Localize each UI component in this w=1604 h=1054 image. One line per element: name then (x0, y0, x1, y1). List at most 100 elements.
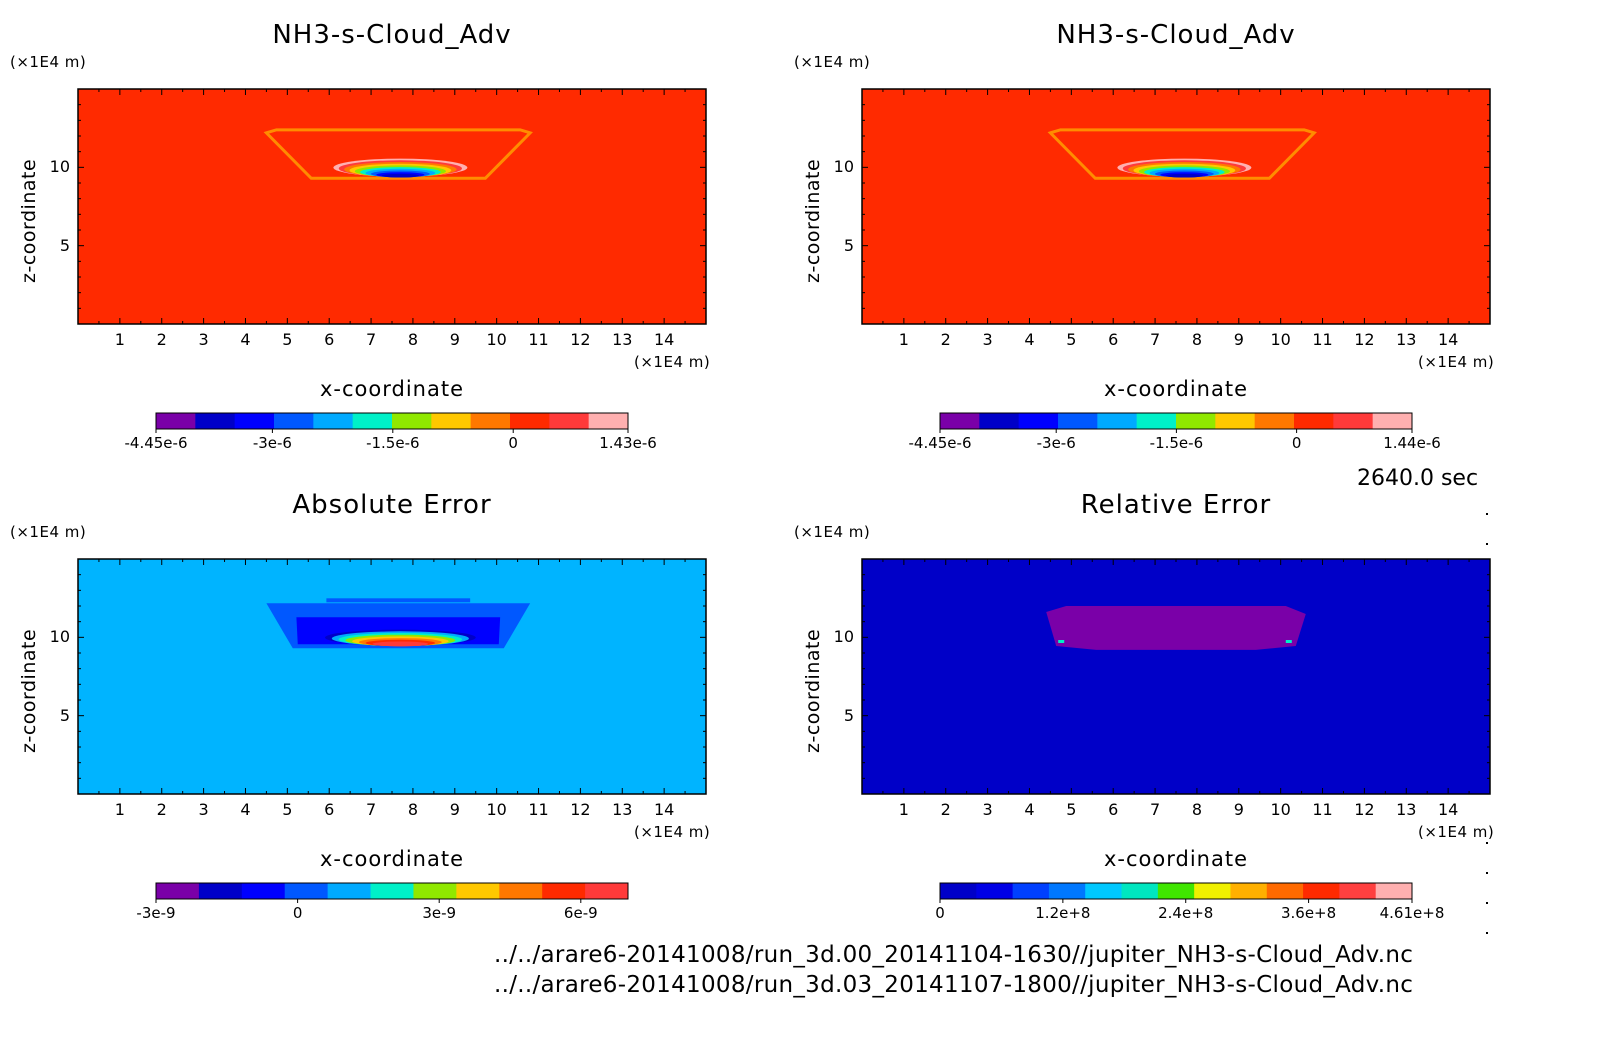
y-tick-label: 10 (833, 157, 854, 177)
x-unit-label: (×1E4 m) (634, 823, 711, 841)
colorbar-tick-label: -1.5e-6 (366, 434, 420, 452)
x-tick-label: 3 (982, 800, 993, 819)
x-tick-label: 13 (612, 800, 633, 819)
cloud-core (1117, 158, 1252, 178)
colorbar-segment (1333, 413, 1374, 429)
x-tick-label: 4 (240, 330, 251, 349)
x-tick-label: 13 (612, 330, 633, 349)
colorbar-segment (1339, 883, 1377, 899)
x-tick-label: 14 (1437, 330, 1459, 349)
x-tick-label: 4 (1024, 330, 1035, 349)
x-tick-label: 6 (324, 330, 335, 349)
x-tick-label: 5 (282, 330, 293, 349)
x-tick-label: 10 (486, 330, 507, 349)
cloud-boundary (263, 128, 533, 180)
x-tick-label: 6 (1108, 800, 1119, 819)
colorbar-segment (542, 883, 586, 899)
colorbar-segment (499, 883, 543, 899)
colorbar-tick-label: -4.45e-6 (908, 434, 972, 452)
footer-file-1: ../../arare6-20141008/run_3d.00_20141104… (494, 942, 1414, 968)
dot (1486, 902, 1488, 904)
colorbar-segment (456, 883, 500, 899)
colorbar-segment (1018, 413, 1059, 429)
x-tick-label: 7 (365, 800, 377, 819)
dot (1486, 872, 1488, 874)
colorbar-tick-label: 3e-9 (422, 904, 457, 922)
x-tick-label: 12 (570, 800, 591, 819)
colorbar-tick-label: -3e-6 (1036, 434, 1076, 452)
colorbar-segment (1294, 413, 1334, 429)
colorbar-segment (1254, 413, 1295, 429)
footer-file-2: ../../arare6-20141008/run_3d.03_20141107… (494, 972, 1414, 998)
colorbar-segment (588, 413, 629, 429)
x-tick-label: 1 (114, 800, 125, 819)
colorbar-segment (1230, 883, 1268, 899)
y-unit-label: (×1E4 m) (794, 523, 871, 541)
x-axis-label: x-coordinate (1103, 377, 1249, 401)
x-tick-label: 5 (282, 800, 293, 819)
x-tick-label: 11 (1312, 330, 1333, 349)
x-tick-label: 4 (1024, 800, 1035, 819)
colorbar-segment (156, 883, 200, 899)
colorbar-segment (370, 883, 414, 899)
time-label: 2640.0 sec (1357, 466, 1479, 491)
x-tick-label: 9 (1233, 330, 1244, 349)
x-tick-label: 7 (1149, 800, 1161, 819)
cloud-core (333, 158, 468, 178)
colorbar-tick-label: 1.44e-6 (1383, 434, 1441, 452)
colorbar-segment (940, 413, 980, 429)
colorbar-segment (392, 413, 432, 429)
x-tick-label: 10 (486, 800, 507, 819)
colorbar-tick-label: -3e-6 (252, 434, 292, 452)
field-background (862, 89, 1490, 324)
x-tick-label: 10 (1270, 800, 1291, 819)
colorbar-segment (1097, 413, 1138, 429)
colorbar-segment (1303, 883, 1340, 899)
error-core (325, 629, 476, 647)
panel-title: NH3-s-Cloud_Adv (1056, 20, 1296, 50)
x-axis-label: x-coordinate (319, 847, 465, 871)
colorbar-segment (1266, 883, 1304, 899)
heatmap-plot (861, 88, 1491, 433)
colorbar-segment (976, 883, 1014, 899)
colorbar-segment (198, 883, 243, 899)
colorbar-segment (352, 413, 393, 429)
heatmap-plot (77, 558, 707, 903)
colorbar-segment (1215, 413, 1256, 429)
x-tick-label: 13 (1396, 330, 1417, 349)
relative-error-region (1046, 606, 1306, 650)
cloud-boundary (1047, 128, 1317, 180)
colorbar-tick-label: 1.43e-6 (599, 434, 657, 452)
colorbar-tick-label: 0 (1291, 434, 1302, 452)
colorbar-tick-label: 2.4e+8 (1158, 904, 1214, 922)
y-unit-label: (×1E4 m) (794, 53, 871, 71)
panel-p4: Relative Error (×1E4 m) z-coordinate 1 2 3 4 5 6… (784, 470, 1568, 940)
y-tick-label: 10 (49, 157, 70, 177)
colorbar-tick-label: 3.6e+8 (1280, 904, 1337, 922)
colorbar-tick-label: 6e-9 (563, 904, 598, 922)
x-tick-label: 1 (898, 330, 909, 349)
colorbar-segment (241, 883, 286, 899)
x-tick-label: 7 (1149, 330, 1161, 349)
colorbar-segment (979, 413, 1020, 429)
colorbar-tick-label: -3e-9 (136, 904, 176, 922)
x-unit-label: (×1E4 m) (1418, 823, 1495, 841)
y-tick-label: 10 (833, 627, 854, 647)
x-tick-label: 2 (156, 330, 167, 349)
colorbar-segment (585, 883, 629, 899)
colorbar-segment (156, 413, 196, 429)
x-tick-label: 10 (1270, 330, 1291, 349)
colorbar-segment (940, 883, 977, 899)
colorbar-tick-label: -1.5e-6 (1149, 434, 1204, 452)
panel-title: Relative Error (1080, 490, 1272, 520)
panel-p1: NH3-s-Cloud_Adv (×1E4 m) z-coordinate 1 2 3 4 5… (0, 0, 784, 470)
colorbar-segment (1121, 883, 1159, 899)
colorbar (155, 412, 629, 430)
x-tick-label: 12 (1354, 800, 1375, 819)
colorbar-segment (510, 413, 550, 429)
x-tick-label: 6 (324, 800, 335, 819)
field-background (78, 559, 706, 794)
dot (1486, 842, 1488, 844)
colorbar (939, 412, 1413, 430)
colorbar-segment (431, 413, 472, 429)
